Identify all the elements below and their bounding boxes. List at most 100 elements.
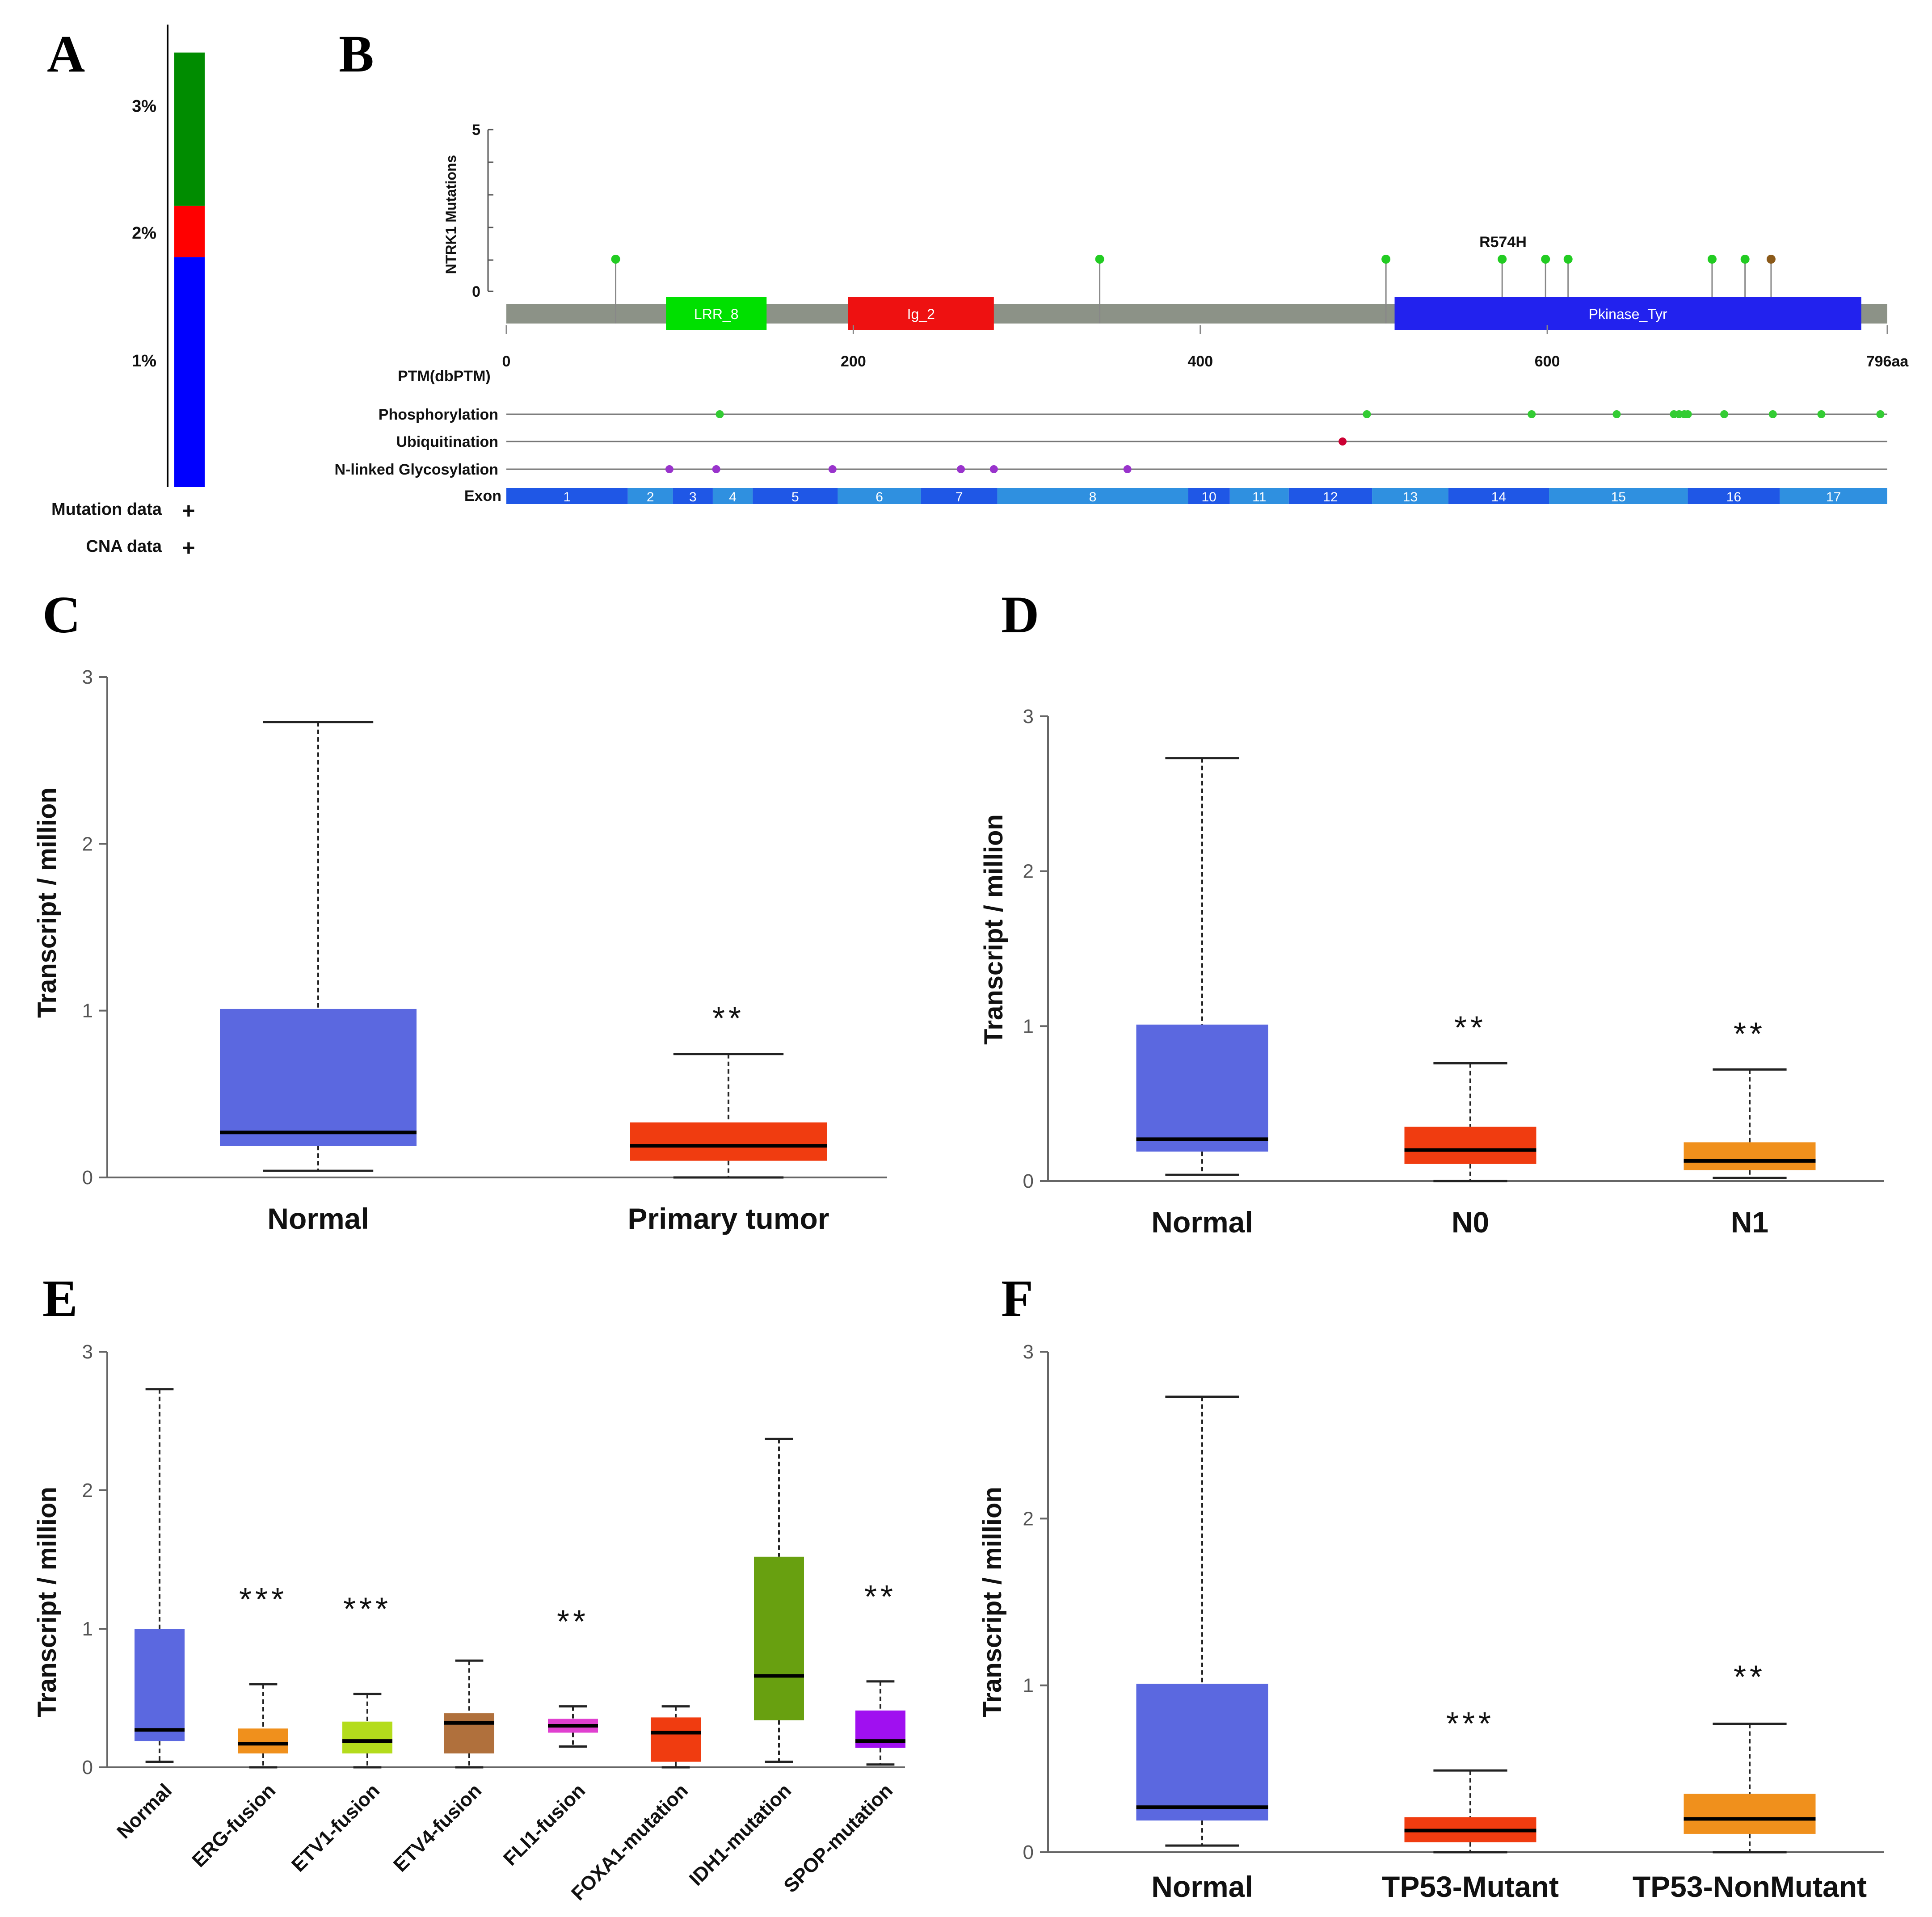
y-tick-label: 2 (1023, 1508, 1034, 1530)
box-iqr (238, 1728, 288, 1753)
exon-number: 14 (1491, 490, 1506, 504)
domain-label: Pkinase_Tyr (1589, 306, 1667, 322)
mutation-dot (1498, 255, 1507, 264)
exon-block (1288, 488, 1372, 504)
exon-label: Exon (464, 488, 501, 504)
mutation-dot (1095, 255, 1104, 264)
category-label: TP53-Mutant (1382, 1870, 1559, 1903)
ptm-site-dot (1768, 410, 1777, 418)
box-iqr (1684, 1142, 1816, 1170)
cna-data-label: CNA data (86, 537, 162, 556)
cna-bar-deletion (174, 257, 205, 487)
significance-label: ** (712, 1001, 745, 1037)
ptm-site-dot (665, 465, 673, 473)
domain-label: Ig_2 (907, 306, 935, 322)
ptm-site-dot (1363, 410, 1371, 418)
protein-x-tick: 600 (1535, 353, 1560, 370)
exon-number: 12 (1323, 490, 1338, 504)
box-iqr (754, 1556, 804, 1720)
exon-number: 5 (791, 490, 799, 504)
y-tick-label: 1 (82, 1000, 93, 1022)
ptm-site-dot (828, 465, 837, 473)
box-iqr (342, 1721, 392, 1753)
category-label: N0 (1452, 1206, 1489, 1239)
panel-label-a: A (47, 25, 85, 83)
ptm-site-dot (1123, 465, 1132, 473)
exon-number: 16 (1726, 490, 1741, 504)
exon-number: 11 (1252, 490, 1266, 504)
y-tick-label: 0 (1023, 1841, 1034, 1863)
significance-label: ** (864, 1579, 897, 1615)
ntrk1-ytick-0: 0 (472, 283, 480, 300)
mutation-dot (1541, 255, 1550, 264)
exon-number: 15 (1611, 490, 1626, 504)
category-label: Normal (267, 1202, 369, 1235)
y-tick-label: 0 (82, 1757, 93, 1778)
ntrk1-mutations-axis-title: NTRK1 Mutations (443, 155, 459, 274)
exon-number: 4 (729, 490, 737, 504)
mutation-dot (1707, 255, 1717, 264)
box-iqr (1136, 1683, 1268, 1821)
box-iqr (220, 1009, 417, 1146)
exon-block (627, 488, 673, 504)
box-iqr (1684, 1794, 1816, 1834)
category-label: Primary tumor (627, 1202, 829, 1235)
y-tick-label: 1 (1023, 1015, 1034, 1037)
panel-a: A 1% 2% 3% Mutation data + CNA data + (47, 25, 205, 560)
panel-c: C Transcript / million 0 1 2 3 Normal ** Prima… (33, 585, 887, 1235)
exon-block (1780, 488, 1887, 504)
cna-bar-amplification (174, 52, 205, 206)
category-label: Normal (1151, 1206, 1253, 1239)
category-label: ETV1-fusion (287, 1779, 384, 1876)
significance-label: *** (1446, 1706, 1494, 1742)
cna-bar-mutation (174, 206, 205, 257)
panel-a-tick-3: 3% (132, 97, 156, 116)
box-iqr (444, 1713, 494, 1753)
mutation-dot (611, 255, 620, 264)
box-iqr (630, 1122, 827, 1161)
ptm-site-dot (712, 465, 720, 473)
panel-e-y-axis-title: Transcript / million (33, 1487, 62, 1717)
ptm-site-dot (1817, 410, 1826, 418)
panel-d-y-axis-title: Transcript / million (979, 814, 1008, 1045)
panel-b: B NTRK1 Mutations 0 5 LRR_8 Ig_2 Pkinase_T… (334, 25, 1909, 504)
panel-label-b: B (339, 25, 374, 83)
panel-f: F Transcript / million 0 1 2 3 Normal *** TP53… (978, 1269, 1884, 1903)
y-tick-label: 1 (1023, 1675, 1034, 1697)
exon-block (997, 488, 1188, 504)
category-label: Normal (1151, 1870, 1253, 1903)
exon-block (838, 488, 921, 504)
ptm-site-dot (1720, 410, 1729, 418)
exon-block (1188, 488, 1230, 504)
significance-label: *** (239, 1582, 287, 1618)
category-label: N1 (1731, 1206, 1768, 1239)
mutation-dot (1563, 255, 1573, 264)
ptm-row-label: Phosphorylation (379, 406, 498, 423)
protein-x-tick: 400 (1187, 353, 1213, 370)
category-label: Normal (113, 1779, 176, 1843)
exon-block (753, 488, 838, 504)
exon-block (1372, 488, 1448, 504)
y-tick-label: 0 (82, 1167, 93, 1189)
y-tick-label: 2 (1023, 861, 1034, 883)
domain-lrr-8 (666, 297, 767, 330)
protein-x-tick: 0 (502, 353, 511, 370)
mutation-data-plus: + (182, 498, 195, 523)
y-tick-label: 3 (82, 666, 93, 688)
panel-c-y-axis-title: Transcript / million (33, 787, 62, 1018)
exon-number: 13 (1403, 490, 1418, 504)
panel-f-y-axis-title: Transcript / million (978, 1487, 1007, 1717)
ntrk1-ytick-5: 5 (472, 122, 480, 139)
exon-block (1688, 488, 1780, 504)
exon-number: 7 (955, 490, 963, 504)
domain-ig-2 (848, 297, 994, 330)
exon-number: 17 (1826, 490, 1841, 504)
y-tick-label: 0 (1023, 1170, 1034, 1192)
y-tick-label: 2 (82, 833, 93, 855)
exon-block (712, 488, 753, 504)
ptm-row-label: N-linked Glycosylation (334, 461, 498, 478)
box-iqr (1136, 1024, 1268, 1152)
panel-label-c: C (42, 585, 80, 644)
panel-label-e: E (42, 1269, 78, 1328)
ptm-site-dot (1528, 410, 1536, 418)
